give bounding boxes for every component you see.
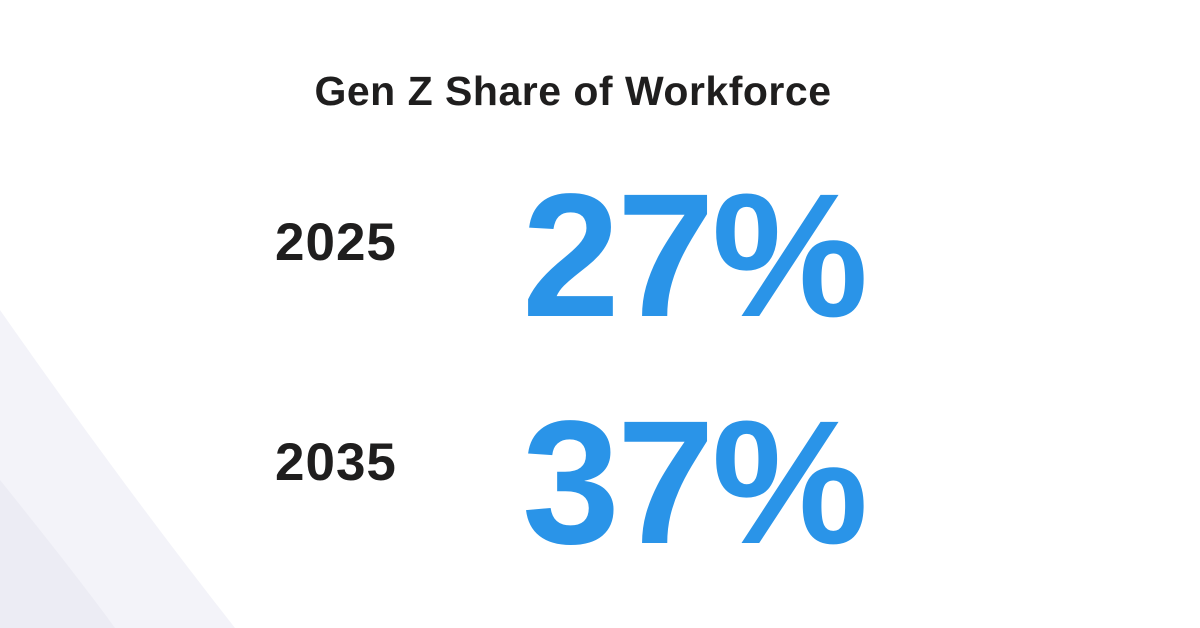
share-2035-value: 37% bbox=[522, 385, 868, 581]
year-2025-label: 2025 bbox=[275, 213, 397, 272]
share-2025-value: 27% bbox=[522, 158, 868, 354]
page-title: Gen Z Share of Workforce bbox=[314, 68, 832, 114]
year-2035-label: 2035 bbox=[275, 433, 397, 492]
